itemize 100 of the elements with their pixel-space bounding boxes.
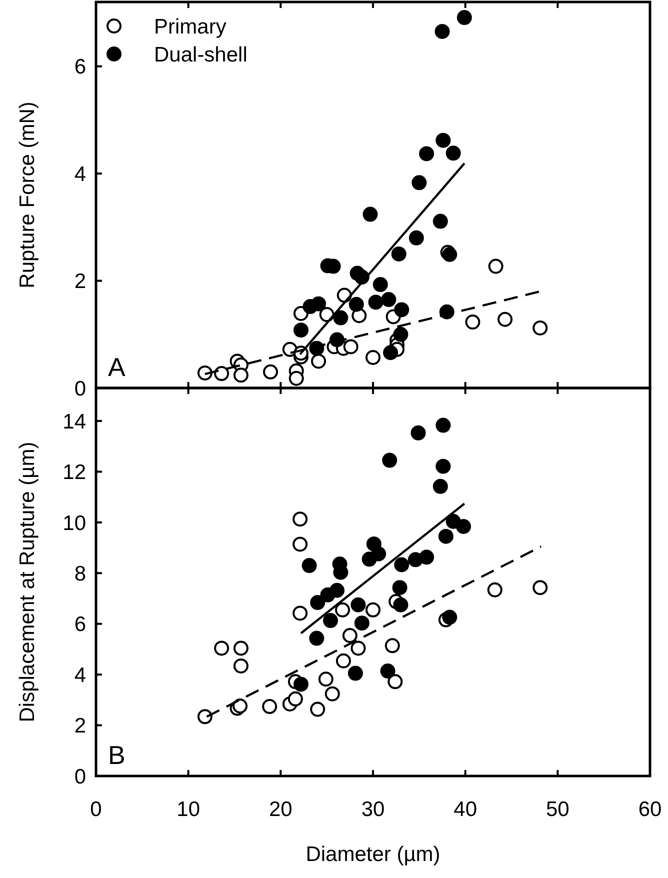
point — [288, 691, 303, 706]
point — [302, 558, 317, 574]
point — [436, 418, 451, 433]
point — [456, 518, 471, 534]
point — [214, 640, 230, 656]
y-tick-label: 6 — [74, 613, 86, 636]
point — [408, 230, 424, 246]
point — [532, 320, 548, 336]
point — [392, 580, 408, 596]
x-tick-label: 50 — [546, 798, 570, 821]
point — [292, 606, 308, 621]
point — [394, 302, 410, 318]
point — [371, 546, 386, 562]
x-tick-label: 10 — [176, 798, 200, 821]
point — [329, 582, 344, 598]
point — [233, 658, 248, 674]
point — [354, 616, 370, 631]
x-tick-label: 0 — [90, 798, 102, 821]
y-tick-label: 14 — [62, 410, 86, 434]
point — [310, 702, 326, 717]
point — [310, 595, 326, 610]
point — [324, 686, 340, 702]
y-tick-label: 2 — [74, 714, 86, 738]
point — [292, 512, 308, 527]
point — [432, 214, 448, 229]
point — [233, 640, 248, 656]
y-tick-label: 10 — [62, 512, 86, 535]
point — [350, 597, 366, 612]
legend-label: Dual-shell — [154, 43, 248, 66]
point — [394, 557, 410, 572]
point — [366, 602, 380, 618]
legend-label: Primary — [154, 15, 227, 38]
point — [442, 610, 458, 625]
point — [311, 296, 326, 312]
point — [384, 638, 400, 654]
point — [348, 666, 363, 681]
point — [436, 132, 451, 148]
point — [335, 602, 350, 618]
point — [293, 322, 308, 338]
annotation: B — [108, 740, 126, 770]
point — [368, 294, 384, 310]
point — [309, 630, 324, 646]
point — [446, 146, 461, 161]
point — [311, 354, 326, 369]
point — [233, 368, 248, 383]
y-axis-title: Displacement at Rupture (µm) — [16, 442, 39, 722]
point — [410, 425, 426, 440]
y-axis-title: Rupture Force (mN) — [16, 102, 39, 288]
point — [436, 458, 451, 474]
point — [214, 366, 230, 382]
point — [333, 310, 348, 326]
point — [288, 370, 304, 386]
point — [438, 528, 454, 544]
point — [232, 698, 248, 714]
point — [343, 339, 358, 354]
point — [383, 345, 398, 360]
y-tick-label: 0 — [74, 765, 86, 788]
x-axis-title: Diameter (µm) — [306, 843, 440, 866]
point — [293, 676, 308, 692]
point — [388, 674, 403, 690]
point — [393, 326, 408, 342]
y-tick-label: 4 — [74, 664, 86, 687]
point — [419, 146, 434, 162]
x-tick-label: 60 — [638, 798, 662, 821]
point — [393, 597, 408, 612]
point — [498, 312, 513, 327]
point — [366, 350, 380, 365]
y-tick-label: 4 — [74, 162, 86, 186]
point — [487, 582, 502, 598]
point — [197, 709, 212, 724]
point — [434, 24, 450, 39]
y-tick-label: 6 — [74, 56, 86, 79]
point — [382, 452, 398, 468]
point — [342, 628, 358, 644]
point — [532, 580, 548, 596]
y-tick-label: 0 — [74, 377, 86, 400]
point — [262, 699, 278, 714]
point — [336, 653, 351, 668]
point — [362, 206, 378, 222]
point — [488, 258, 504, 274]
point — [380, 664, 396, 679]
point — [348, 296, 364, 312]
point — [456, 10, 472, 26]
annotation: A — [108, 352, 126, 382]
point — [412, 175, 427, 190]
point — [263, 364, 278, 380]
y-tick-label: 2 — [74, 270, 86, 294]
x-tick-label: 30 — [361, 798, 385, 821]
point — [323, 613, 338, 628]
x-tick-label: 20 — [268, 798, 292, 821]
point — [350, 640, 366, 656]
y-tick-label: 12 — [62, 461, 86, 484]
point — [391, 246, 406, 262]
x-tick-label: 40 — [454, 798, 478, 821]
point — [318, 672, 334, 687]
point — [419, 550, 434, 565]
point — [465, 314, 480, 330]
point — [292, 536, 308, 552]
point — [372, 277, 388, 292]
y-tick-label: 8 — [74, 562, 86, 586]
